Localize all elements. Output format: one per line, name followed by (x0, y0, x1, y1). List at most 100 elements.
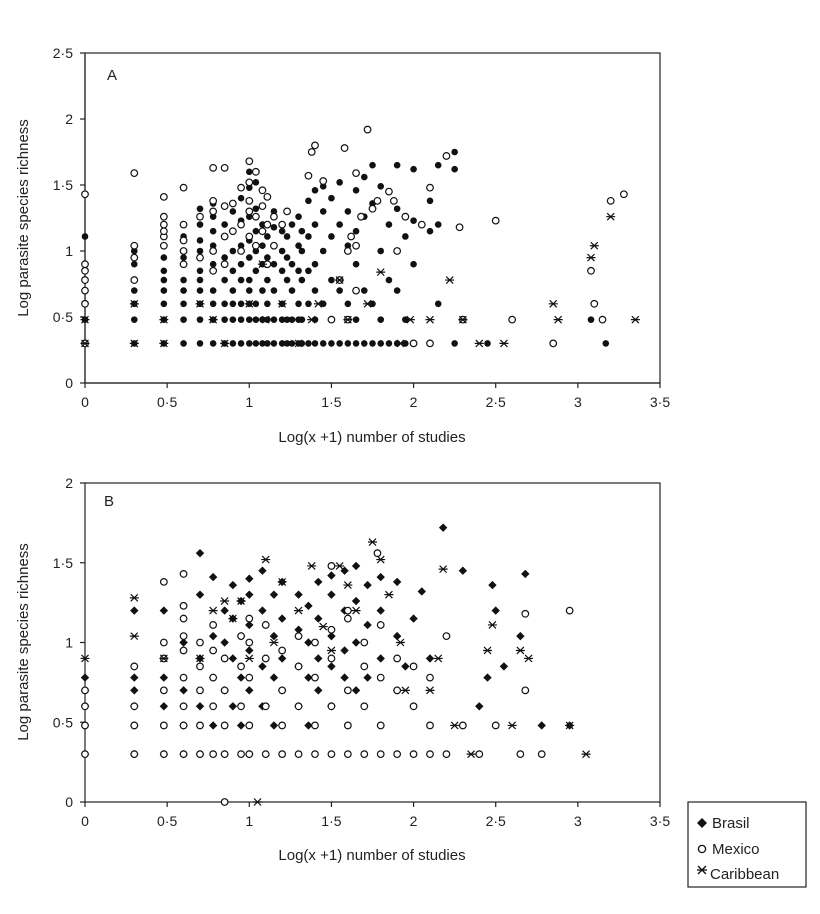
panel-a-point-series-0 (451, 340, 458, 347)
panel-a-point-series-0 (180, 287, 187, 294)
panel-b: 0 0·5 1 1·5 2 2·5 3 3·5 0 0·5 1 1·5 2 B Log(x +1) nu… (15, 475, 670, 864)
panel-a-point-series-0 (196, 276, 204, 284)
panel-a-point-series-0 (237, 276, 245, 284)
panel-b-point-series-0 (363, 620, 372, 630)
panel-a-point-series-1 (130, 241, 139, 250)
panel-a-point-series-1 (311, 141, 319, 150)
panel-b-point-series-1 (565, 606, 574, 615)
panel-a-point-series-0 (245, 254, 253, 261)
panel-a-point-series-0 (229, 316, 237, 323)
panel-a-point-series-1 (270, 241, 278, 250)
panel-a-point-series-0 (288, 260, 296, 268)
panel-a-point-series-1 (426, 339, 434, 348)
panel-a-point-series-0 (336, 179, 343, 186)
panel-b-point-series-1 (130, 702, 139, 711)
panel-a-point-series-0 (328, 194, 335, 202)
legend-item-caribbean: Caribbean (697, 865, 779, 883)
panel-a-point-series-1 (606, 196, 615, 205)
panel-a-point-series-1 (426, 183, 434, 192)
panel-a-point-series-0 (369, 300, 376, 308)
panel-a-point-series-0 (270, 316, 278, 323)
panel-a-point-series-0 (259, 340, 266, 347)
panel-a-point-series-0 (377, 340, 385, 347)
panel-b-point-series-0 (208, 631, 218, 641)
panel-a-point-series-0 (288, 221, 296, 228)
panel-a-point-series-0 (252, 340, 260, 347)
panel-b-point-series-0 (195, 702, 205, 711)
panel-a-point-series-1 (587, 266, 595, 275)
panel-a-point-series-0 (229, 340, 237, 347)
panel-a-point-series-0 (245, 340, 253, 347)
panel-b-point-series-0 (488, 580, 497, 590)
panel-a-point-series-2 (313, 299, 323, 308)
panel-a-point-series-0 (377, 247, 385, 255)
panel-a-point-series-0 (451, 165, 458, 173)
panel-b-point-series-0 (537, 721, 546, 730)
panel-b-point-series-2 (425, 686, 435, 695)
panel-a-point-series-0 (298, 316, 306, 323)
panel-b-point-series-1 (209, 621, 218, 629)
panel-b-point-series-1 (327, 750, 336, 759)
panel-b-point-series-0 (304, 721, 313, 730)
panel-b-point-series-1 (220, 654, 229, 663)
panel-b-point-series-0 (269, 590, 279, 599)
panel-a-point-series-0 (180, 300, 187, 308)
panel-a-point-series-1 (263, 220, 272, 229)
panel-b-point-series-1 (179, 673, 188, 682)
panel-a-point-series-0 (130, 247, 138, 255)
panel-a-point-series-0 (393, 287, 401, 294)
panel-a-point-series-1 (209, 266, 218, 275)
panel-b-point-series-0 (438, 523, 448, 532)
panel-a-point-series-1 (409, 339, 418, 348)
panel-a-point-series-0 (229, 267, 237, 275)
panel-a-point-series-2 (474, 339, 484, 348)
panel-b-point-series-1 (278, 646, 287, 655)
panel-b-x-tick-label: 1 (245, 813, 253, 829)
panel-a-point-series-0 (264, 276, 271, 284)
panel-b-point-series-1 (278, 686, 287, 695)
panel-a-point-series-0 (209, 340, 217, 347)
panel-a-frame (84, 52, 661, 384)
legend-mexico-label: Mexico (712, 841, 760, 858)
panel-a-point-series-1 (251, 167, 260, 176)
panel-b-point-series-0 (228, 702, 238, 711)
panel-b-point-series-0 (392, 577, 402, 587)
panel-a-point-series-1 (340, 144, 349, 152)
panel-b-points (80, 523, 591, 806)
panel-b-point-series-1 (209, 702, 218, 711)
panel-b-point-series-1 (159, 750, 168, 759)
panel-b-point-series-2 (318, 622, 328, 631)
panel-b-x-tick-label: 1·5 (321, 813, 341, 829)
panel-b-point-series-1 (393, 654, 402, 663)
panel-a-point-series-1 (130, 253, 139, 262)
panel-a-point-series-1 (283, 207, 291, 216)
panel-a-point-series-0 (196, 247, 204, 255)
panel-b-point-series-1 (245, 750, 254, 759)
panel-a-x-tick-label: 3 (574, 394, 582, 410)
panel-a-x-tick-label: 1·5 (321, 394, 341, 410)
panel-b-point-series-1 (294, 702, 303, 711)
panel-a-label: A (107, 67, 117, 84)
panel-b-point-series-2 (326, 646, 336, 655)
panel-b-point-series-0 (376, 654, 385, 663)
panel-a-point-series-1 (389, 196, 398, 205)
panel-a-point-series-1 (251, 212, 260, 221)
panel-b-point-series-1 (327, 702, 336, 711)
panel-a-point-series-1 (237, 247, 245, 255)
panel-a-point-series-0 (264, 340, 271, 347)
panel-a-point-series-2 (129, 339, 139, 348)
panel-a-point-series-0 (252, 227, 260, 235)
panel-a-point-series-0 (319, 208, 327, 215)
panel-b-point-series-0 (258, 606, 267, 615)
panel-a-point-series-0 (352, 316, 360, 323)
panel-a-point-series-0 (377, 183, 385, 190)
panel-a-point-series-0 (360, 340, 368, 347)
panel-b-point-series-2 (433, 654, 443, 663)
panel-b-point-series-1 (537, 750, 546, 759)
panel-a-point-series-1 (352, 286, 360, 295)
panel-b-point-series-0 (376, 606, 385, 615)
panel-a-point-series-0 (278, 340, 286, 347)
panel-a-point-series-0 (352, 186, 360, 194)
panel-b-point-series-2 (244, 654, 254, 663)
panel-a-point-series-2 (208, 315, 218, 324)
